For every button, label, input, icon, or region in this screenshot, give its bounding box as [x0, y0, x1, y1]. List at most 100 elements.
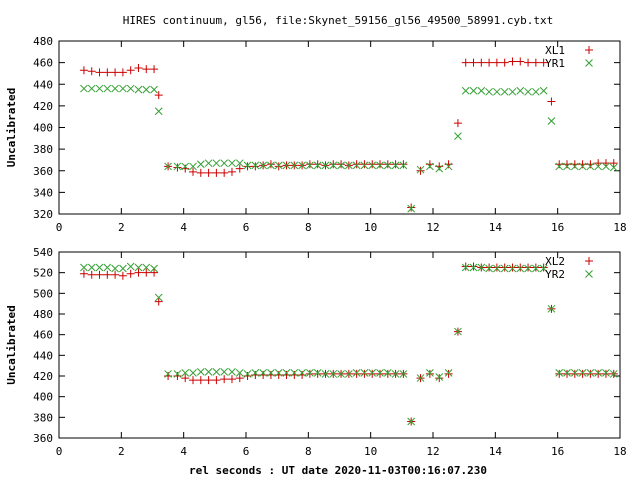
data-point-yr1	[578, 162, 587, 171]
data-point-yr1	[444, 162, 453, 171]
data-point-yr1	[142, 85, 151, 94]
data-point-yr2	[500, 264, 509, 273]
data-point-xl2	[578, 369, 587, 378]
data-point-yr1	[329, 161, 338, 170]
x-tick-label: 4	[180, 221, 187, 234]
data-point-yr1	[352, 161, 361, 170]
top-panel: 320 340 360 380 400 420 440 460 480 0 2 4 6 8 10 12 14 16…	[5, 35, 627, 234]
data-point-yr2	[329, 370, 338, 378]
data-point-xl1	[189, 167, 198, 176]
data-point-yr2	[274, 369, 283, 377]
data-point-xl2	[220, 375, 229, 384]
y-tick-label: 540	[33, 246, 53, 259]
data-point-yr1	[609, 163, 618, 172]
data-point-xl1	[95, 68, 104, 77]
data-point-xl2	[118, 271, 127, 280]
y-tick-label: 340	[33, 186, 53, 199]
data-point-yr2	[87, 263, 96, 272]
data-point-xl2	[259, 370, 268, 379]
data-point-yr1	[95, 84, 104, 93]
data-point-yr2	[126, 262, 135, 271]
x-tick-label: 0	[56, 221, 63, 234]
y-tick-label: 440	[33, 349, 53, 362]
data-point-xl2	[164, 372, 173, 380]
data-point-xl2	[492, 263, 501, 272]
data-point-yr2	[111, 264, 119, 273]
data-point-xl1	[461, 58, 470, 67]
data-point-xl2	[485, 263, 494, 272]
data-point-xl1	[399, 160, 408, 169]
data-point-xl1	[469, 58, 478, 67]
data-point-yr2	[298, 369, 306, 377]
data-point-yr1	[111, 84, 119, 93]
data-point-xl1	[126, 66, 135, 75]
x-tick-label: 12	[426, 445, 439, 458]
x-tick-label: 16	[551, 445, 564, 458]
data-point-yr1	[524, 87, 532, 96]
data-point-yr1	[126, 84, 135, 93]
data-point-yr1	[134, 85, 143, 94]
data-point-xl1	[508, 57, 517, 66]
data-point-yr2	[80, 263, 88, 272]
data-point-yr2	[376, 369, 384, 377]
data-point-yr2	[493, 264, 501, 273]
data-point-xl1	[516, 57, 525, 66]
data-point-yr1	[173, 162, 182, 171]
data-point-yr2	[321, 370, 330, 378]
data-point-xl2	[212, 376, 221, 385]
data-point-yr2	[196, 368, 205, 376]
data-point-xl1	[477, 58, 486, 67]
data-point-xl1	[383, 160, 392, 169]
data-point-xl1	[227, 167, 236, 176]
y-tick-label: 400	[33, 391, 53, 404]
data-point-yr2	[235, 369, 244, 377]
data-point-xl2	[243, 372, 252, 380]
data-point-xl2	[352, 369, 361, 378]
data-point-yr2	[103, 263, 112, 272]
data-point-yr1	[274, 161, 283, 170]
data-point-yr2	[204, 368, 213, 376]
data-point-xl2	[531, 263, 540, 272]
data-point-yr1	[477, 86, 486, 95]
data-point-yr2	[516, 264, 525, 273]
data-point-yr2	[220, 368, 229, 376]
data-point-yr2	[563, 369, 571, 377]
data-point-yr2	[454, 327, 462, 336]
x-tick-label: 0	[56, 445, 63, 458]
data-point-xl2	[539, 263, 548, 272]
data-point-yr1	[360, 161, 369, 170]
data-point-yr1	[298, 161, 306, 170]
data-point-yr1	[555, 162, 564, 171]
data-point-xl2	[570, 369, 579, 378]
y-tick-label: 360	[33, 432, 53, 445]
data-point-xl2	[425, 369, 434, 378]
legend-label: YR2	[545, 268, 565, 281]
data-point-xl1	[609, 159, 618, 168]
x-tick-label: 8	[305, 445, 312, 458]
data-point-yr2	[154, 293, 163, 302]
data-point-yr1	[516, 86, 525, 95]
x-tick-label: 4	[180, 445, 187, 458]
data-point-yr2	[594, 369, 603, 377]
data-point-xl2	[274, 370, 283, 379]
data-point-yr1	[586, 162, 595, 171]
data-point-yr1	[435, 164, 444, 173]
data-point-xl1	[453, 119, 462, 128]
data-point-yr1	[594, 162, 603, 171]
data-point-yr2	[602, 369, 610, 377]
data-point-xl1	[500, 58, 509, 67]
data-point-yr2	[95, 263, 104, 272]
data-point-xl1	[329, 160, 338, 169]
y-tick-label: 480	[33, 35, 53, 48]
data-point-yr1	[235, 159, 244, 168]
data-point-xl1	[134, 64, 143, 73]
data-point-yr1	[563, 162, 571, 171]
x-tick-label: 10	[364, 445, 377, 458]
data-point-yr2	[426, 369, 434, 377]
data-point-yr2	[259, 369, 267, 377]
data-point-yr1	[531, 87, 540, 96]
data-point-yr2	[570, 369, 579, 377]
data-point-xl2	[134, 268, 143, 277]
data-point-yr2	[444, 369, 453, 377]
data-point-xl1	[235, 164, 244, 173]
